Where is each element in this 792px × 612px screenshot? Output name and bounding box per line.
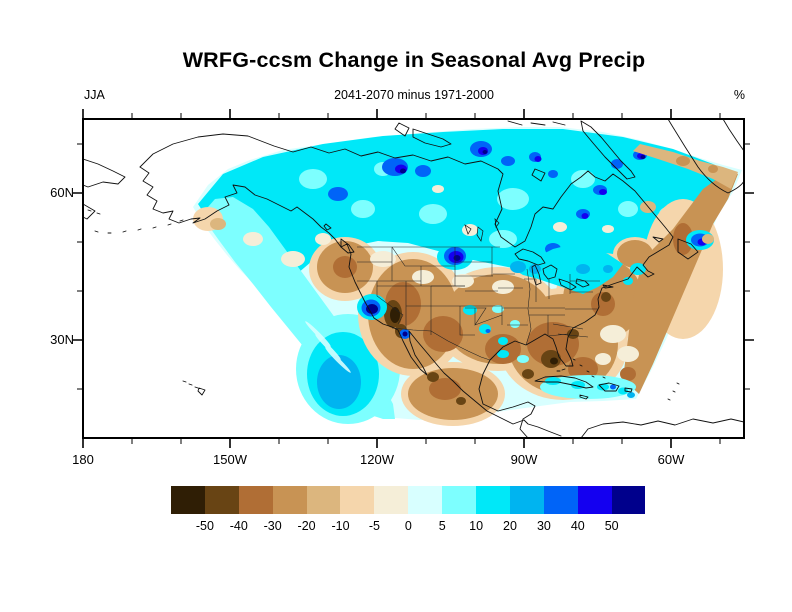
x-axis-label-180: 180 [72,452,94,467]
map-area [83,119,744,438]
colorbar-box-6 [374,486,409,514]
colorbar-label-4: -10 [331,519,350,533]
colorbar-box-1 [204,486,239,514]
state-borders [357,246,600,361]
colorbar-label-3: -20 [297,519,316,533]
colorbar-box-10 [509,486,544,514]
colorbar [171,486,646,514]
precip-change-field [193,127,742,426]
coastlines [83,119,744,438]
y-axis-label-60n: 60N [50,185,74,200]
y-axis-label-30n: 30N [50,332,74,347]
colorbar-box-9 [476,486,510,514]
colorbar-label-10: 30 [536,519,551,533]
colorbar-box-0 [171,486,205,514]
plot-frame [73,109,754,448]
colorbar-label-11: 40 [570,519,585,533]
x-axis-label-150w: 150W [213,452,247,467]
colorbar-box-12 [577,486,612,514]
colorbar-label-12: 50 [604,519,619,533]
plot-title: WRFG-ccsm Change in Seasonal Avg Precip [182,48,646,72]
colorbar-label-6: 0 [404,519,412,533]
units-label: % [733,88,745,102]
x-axis-label-60w: 60W [657,452,685,467]
colorbar-label-7: 5 [438,519,446,533]
colorbar-label-0: -50 [195,519,214,533]
colorbar-label-1: -40 [229,519,248,533]
colorbar-label-2: -30 [263,519,282,533]
subtitle: 2041-2070 minus 1971-2000 [334,88,494,102]
x-axis-label-120w: 120W [360,452,394,467]
colorbar-box-3 [272,486,307,514]
season-label: JJA [84,88,105,102]
x-axis-label-90w: 90W [510,452,538,467]
colorbar-box-5 [340,486,375,514]
colorbar-label-5: -5 [368,519,380,533]
map-canvas [73,109,754,448]
colorbar-box-8 [442,486,477,514]
colorbar-box-2 [238,486,273,514]
colorbar-box-13 [611,486,646,514]
colorbar-label-8: 10 [469,519,484,533]
colorbar-box-4 [306,486,341,514]
colorbar-box-11 [543,486,578,514]
colorbar-box-7 [408,486,443,514]
interior-lakes [464,218,500,242]
colorbar-label-9: 20 [503,519,517,533]
